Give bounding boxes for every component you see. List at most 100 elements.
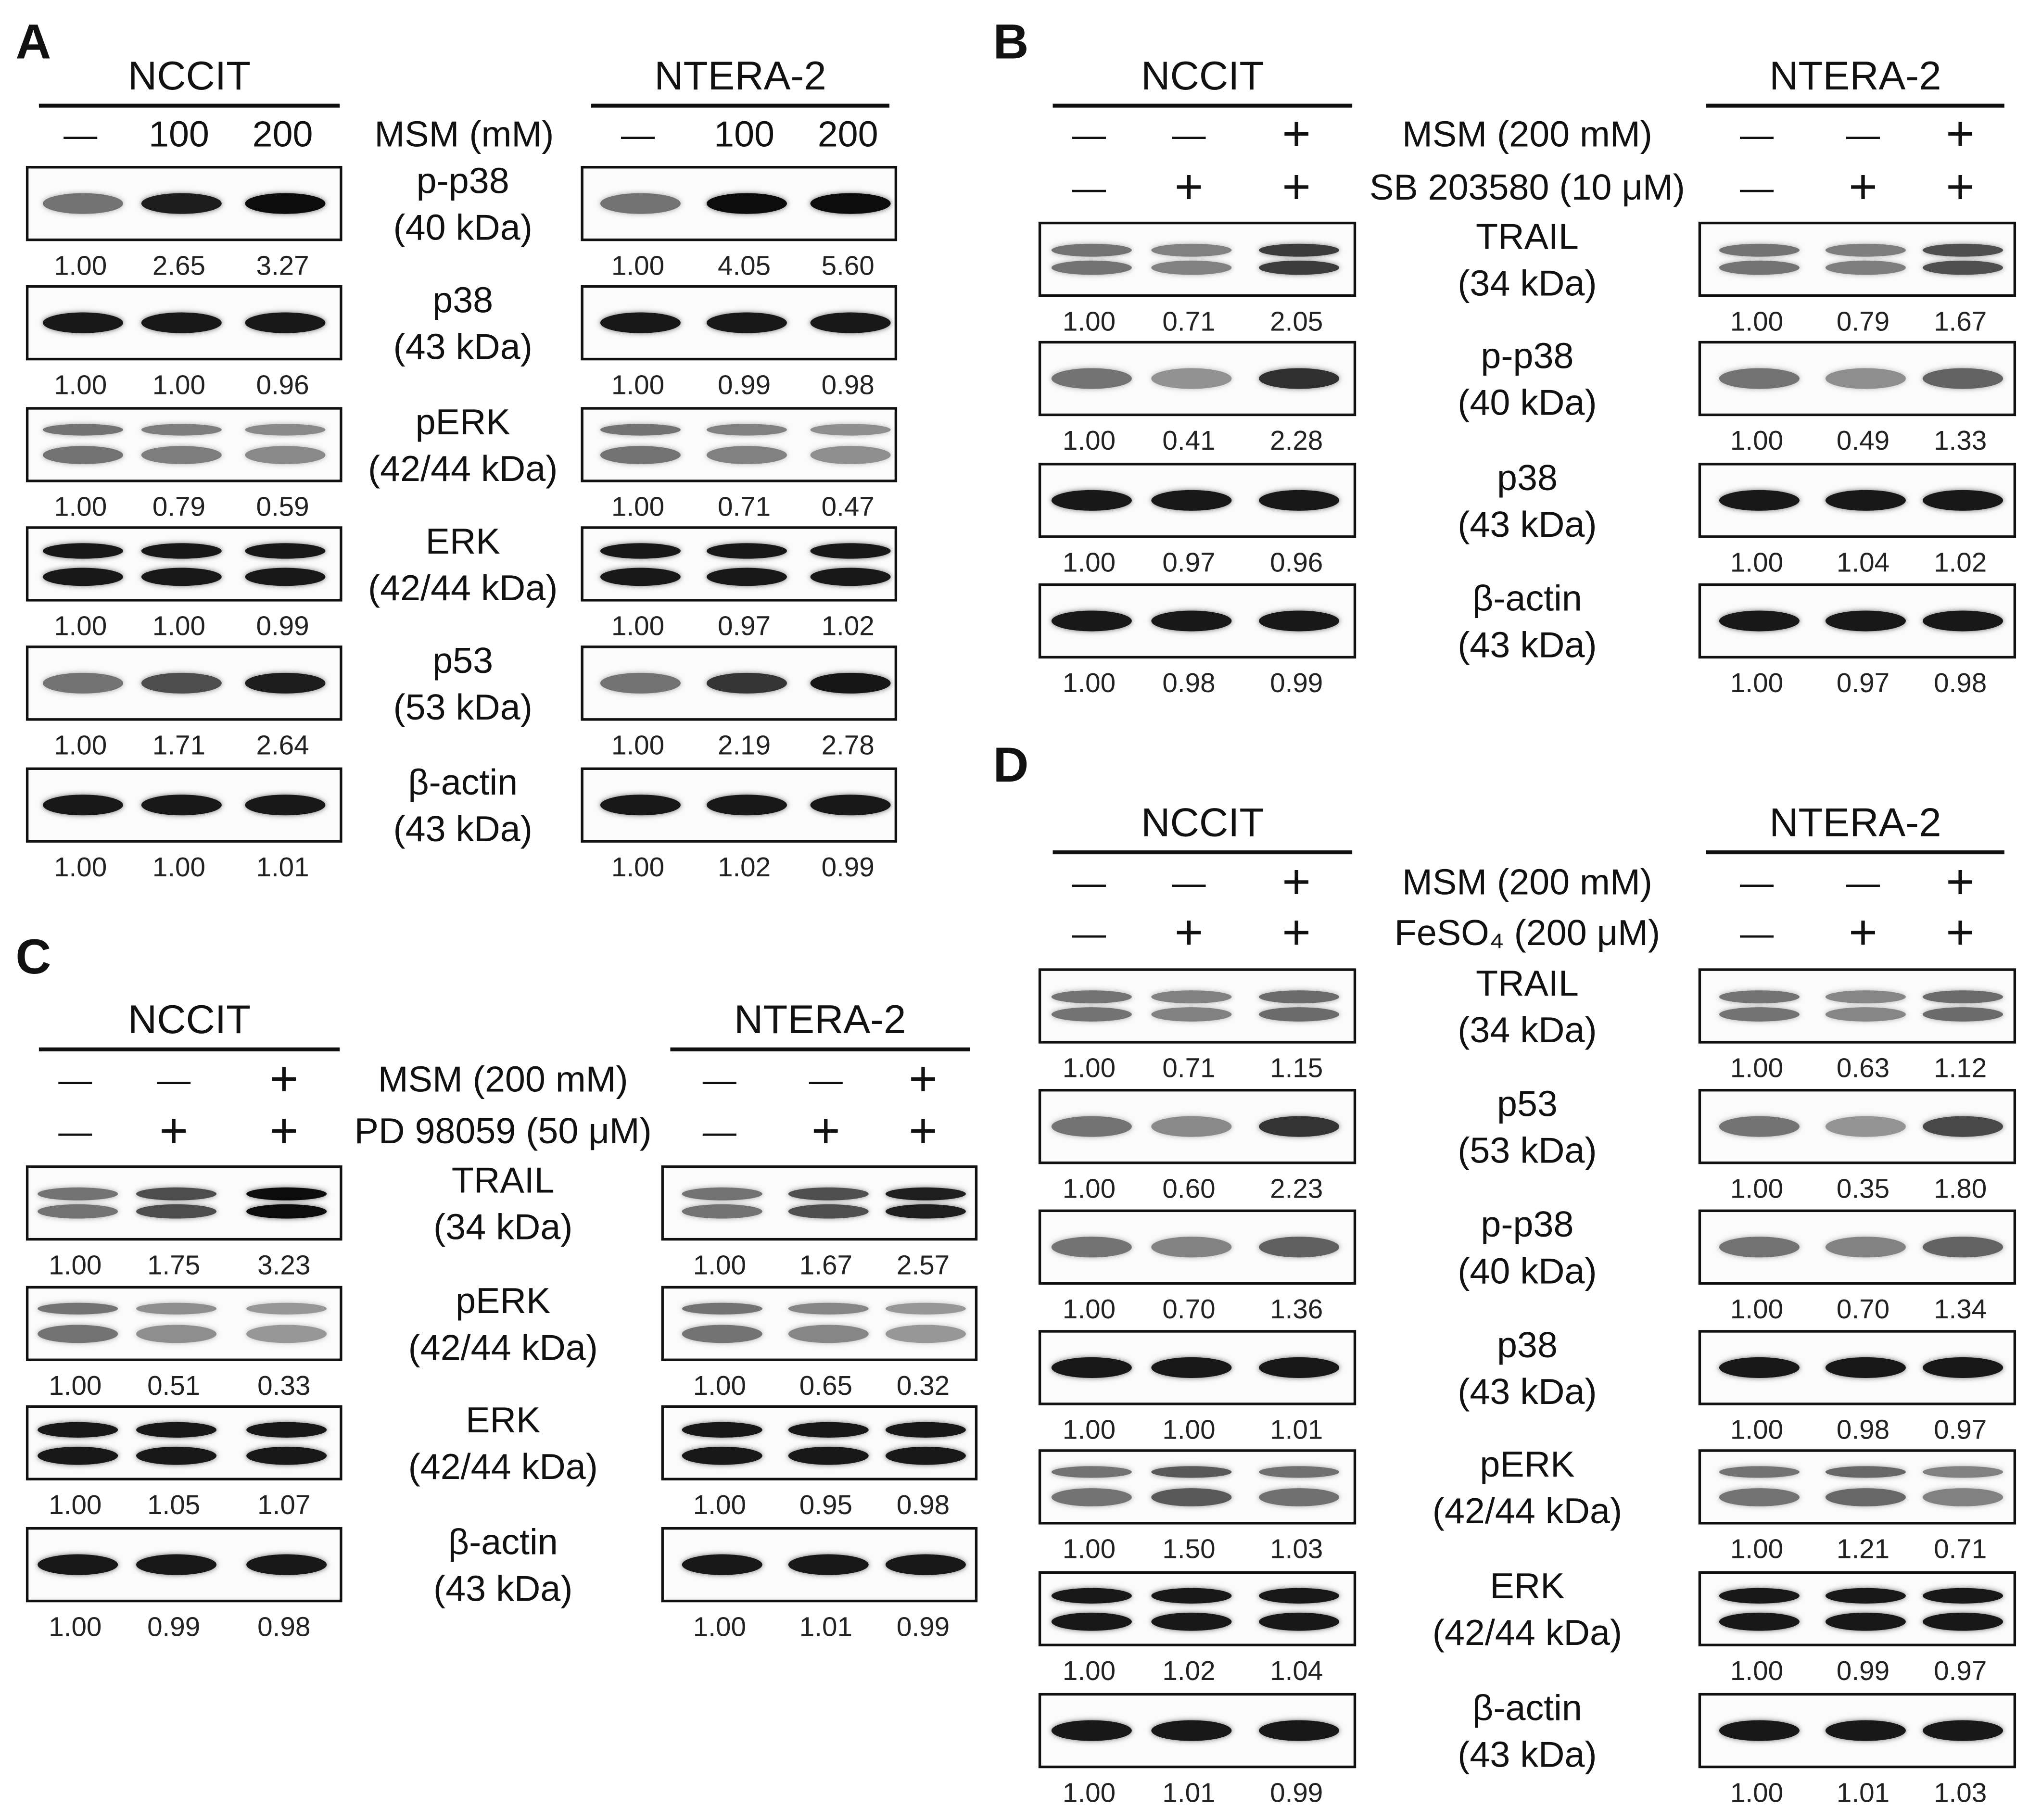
- panel-b-quantification-value: 0.49: [1836, 426, 1890, 456]
- panel-d-quantification-value: 1.01: [1836, 1778, 1890, 1808]
- panel-c-band: [246, 1446, 327, 1465]
- panel-a-letter: A: [15, 15, 51, 70]
- panel-d-cell-line-title: NCCIT: [1141, 799, 1264, 846]
- panel-c-band: [788, 1446, 869, 1465]
- panel-b-quantification-value: 1.00: [1062, 426, 1116, 456]
- panel-a-band: [810, 446, 891, 464]
- panel-a-condition-mark: 200: [817, 114, 878, 154]
- panel-d-quantification-value: 0.99: [1270, 1778, 1323, 1808]
- panel-a-band: [706, 423, 787, 435]
- panel-d-band: [1259, 1465, 1340, 1478]
- panel-a-band: [810, 568, 891, 586]
- panel-b-blot-trail: [1698, 221, 2016, 297]
- panel-c-band: [788, 1422, 869, 1438]
- panel-d-protein-kda: (53 kDa): [1458, 1130, 1597, 1171]
- panel-a-quantification-value: 2.19: [717, 731, 771, 761]
- panel-c-quantification-value: 0.51: [147, 1371, 201, 1402]
- panel-b-condition-mark: +: [1849, 161, 1877, 215]
- panel-c-band: [885, 1325, 966, 1343]
- panel-c-condition-mark: —: [58, 1112, 92, 1151]
- panel-b-protein-kda: (43 kDa): [1458, 504, 1597, 544]
- panel-d-quantification-value: 0.71: [1162, 1054, 1216, 1084]
- panel-d-cell-line-title: NTERA-2: [1769, 799, 1941, 846]
- panel-b-blot-p-p38: [1038, 341, 1357, 417]
- panel-d-quantification-value: 1.00: [1730, 1174, 1784, 1204]
- panel-a-band: [141, 446, 222, 464]
- panel-d-condition-mark: —: [1846, 863, 1880, 902]
- panel-c-quantification-value: 0.65: [799, 1371, 852, 1402]
- panel-a-quantification-value: 1.00: [152, 370, 206, 401]
- panel-a-quantification-value: 0.99: [821, 853, 875, 883]
- panel-d-band: [1922, 1357, 2004, 1378]
- panel-a-protein-kda: (42/44 kDa): [368, 568, 558, 608]
- panel-d-protein-name: ERK: [1490, 1566, 1565, 1606]
- panel-b-condition-mark: —: [1072, 168, 1106, 208]
- panel-c-cell-line-title: NTERA-2: [734, 997, 906, 1042]
- panel-b-band: [1922, 490, 2004, 511]
- panel-d-quantification-value: 0.99: [1836, 1656, 1890, 1687]
- panel-d-condition-mark: —: [1739, 914, 1774, 953]
- panel-a-condition-mark: —: [621, 115, 655, 154]
- panel-c-band: [246, 1187, 327, 1201]
- panel-a-band: [810, 312, 891, 333]
- panel-d-band: [1922, 1237, 2004, 1258]
- panel-d-blot-p53: [1038, 1088, 1357, 1164]
- panel-b-quantification-value: 1.00: [1730, 307, 1784, 337]
- panel-b-band: [1051, 243, 1132, 257]
- panel-c-quantification-value: 1.07: [257, 1491, 311, 1521]
- panel-b-protein-name: TRAIL: [1475, 216, 1579, 257]
- panel-c-band: [885, 1446, 966, 1465]
- panel-a-blot-p53: [25, 645, 342, 721]
- panel-c-quantification-value: 2.57: [896, 1251, 950, 1281]
- panel-b-condition-label: MSM (200 mM): [1402, 114, 1652, 154]
- panel-a-blot--actin: [581, 767, 898, 843]
- panel-b-band: [1719, 368, 1800, 389]
- panel-d-blot--actin: [1698, 1693, 2016, 1769]
- panel-a-band: [141, 543, 222, 559]
- panel-b-band: [1151, 490, 1232, 511]
- panel-a-band: [141, 672, 222, 694]
- panel-b-blot-p38: [1698, 463, 2016, 538]
- panel-d-protein-name: p53: [1496, 1084, 1558, 1124]
- panel-b-quantification-value: 1.00: [1730, 669, 1784, 699]
- panel-b-band: [1051, 610, 1132, 632]
- panel-d-quantification-value: 1.12: [1934, 1054, 1987, 1084]
- panel-b-band: [1151, 243, 1232, 257]
- panel-c-quantification-value: 1.67: [799, 1251, 852, 1281]
- panel-a-quantification-value: 1.00: [611, 370, 665, 401]
- panel-d-title-underline: [1706, 850, 2004, 855]
- panel-a-band: [600, 543, 681, 559]
- panel-a-band: [600, 568, 681, 586]
- panel-b-band: [1922, 243, 2004, 257]
- panel-c-band: [136, 1203, 217, 1218]
- panel-a-protein-label: ERK (42/44 kDa): [368, 518, 558, 612]
- panel-a-blot-p-p38: [581, 165, 898, 241]
- panel-d-quantification-value: 1.00: [1162, 1416, 1216, 1446]
- panel-c-band: [38, 1325, 118, 1343]
- panel-c-band: [885, 1554, 966, 1575]
- panel-c-band: [682, 1554, 762, 1575]
- panel-b-band: [1922, 368, 2004, 389]
- panel-a-protein-kda: (53 kDa): [393, 687, 533, 728]
- panel-d-quantification-value: 1.00: [1062, 1656, 1116, 1687]
- panel-a-protein-kda: (42/44 kDa): [368, 448, 558, 489]
- panel-c-band: [885, 1187, 966, 1201]
- panel-b-condition-mark: —: [1739, 115, 1774, 154]
- panel-c-cell-line-title: NCCIT: [127, 997, 251, 1042]
- panel-d-blot-p53: [1698, 1088, 2016, 1164]
- panel-d-quantification-value: 1.36: [1270, 1295, 1323, 1325]
- panel-a-quantification-value: 2.65: [152, 251, 206, 281]
- panel-a-quantification-value: 1.00: [54, 251, 107, 281]
- panel-a-band: [42, 568, 124, 586]
- panel-c-condition-mark: +: [811, 1104, 840, 1159]
- panel-a-title-underline: [591, 103, 889, 108]
- panel-b-band: [1151, 610, 1232, 632]
- panel-c-band: [788, 1203, 869, 1218]
- panel-b-protein-name: p-p38: [1481, 336, 1574, 376]
- panel-b-blot--actin: [1698, 583, 2016, 659]
- panel-a-band: [42, 312, 124, 333]
- panel-a-quantification-value: 0.96: [256, 370, 309, 401]
- panel-c-band: [38, 1187, 118, 1201]
- panel-d-condition-mark: —: [1072, 914, 1106, 953]
- panel-d-band: [1922, 1006, 2004, 1021]
